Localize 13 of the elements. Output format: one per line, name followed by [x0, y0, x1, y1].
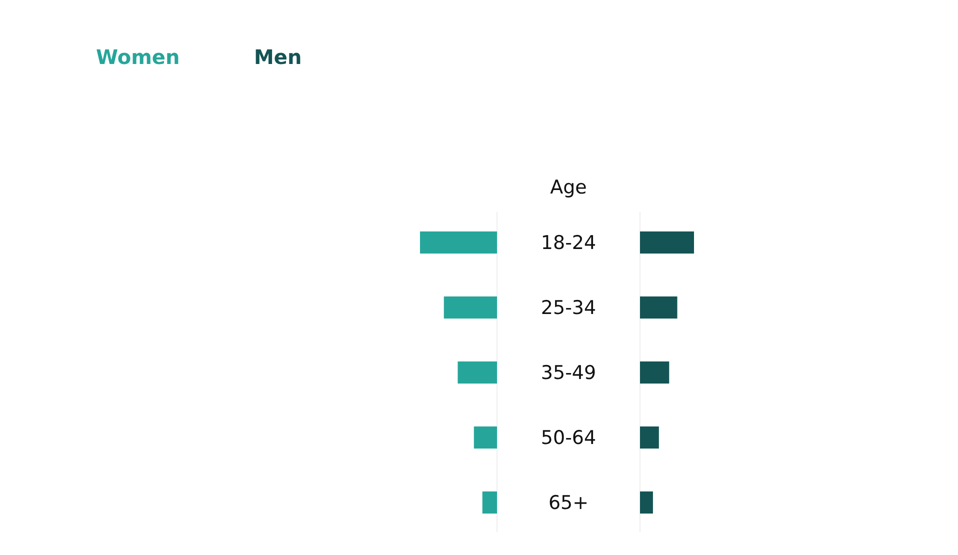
- y-tick-label: 25-34: [540, 297, 596, 320]
- bar: [640, 296, 678, 319]
- y-tick-label: 18-24: [540, 232, 596, 254]
- y-tick-label: 35-49: [540, 362, 596, 384]
- y-tick-label: 65+: [548, 492, 589, 514]
- y-axis-title: Age: [550, 176, 587, 199]
- text: Men: [254, 45, 302, 69]
- bar: [640, 231, 694, 254]
- y-tick-label: 50-64: [540, 427, 596, 450]
- bar: [640, 361, 670, 384]
- bar: [640, 491, 653, 514]
- bar: [640, 426, 659, 449]
- text: Women: [96, 45, 180, 69]
